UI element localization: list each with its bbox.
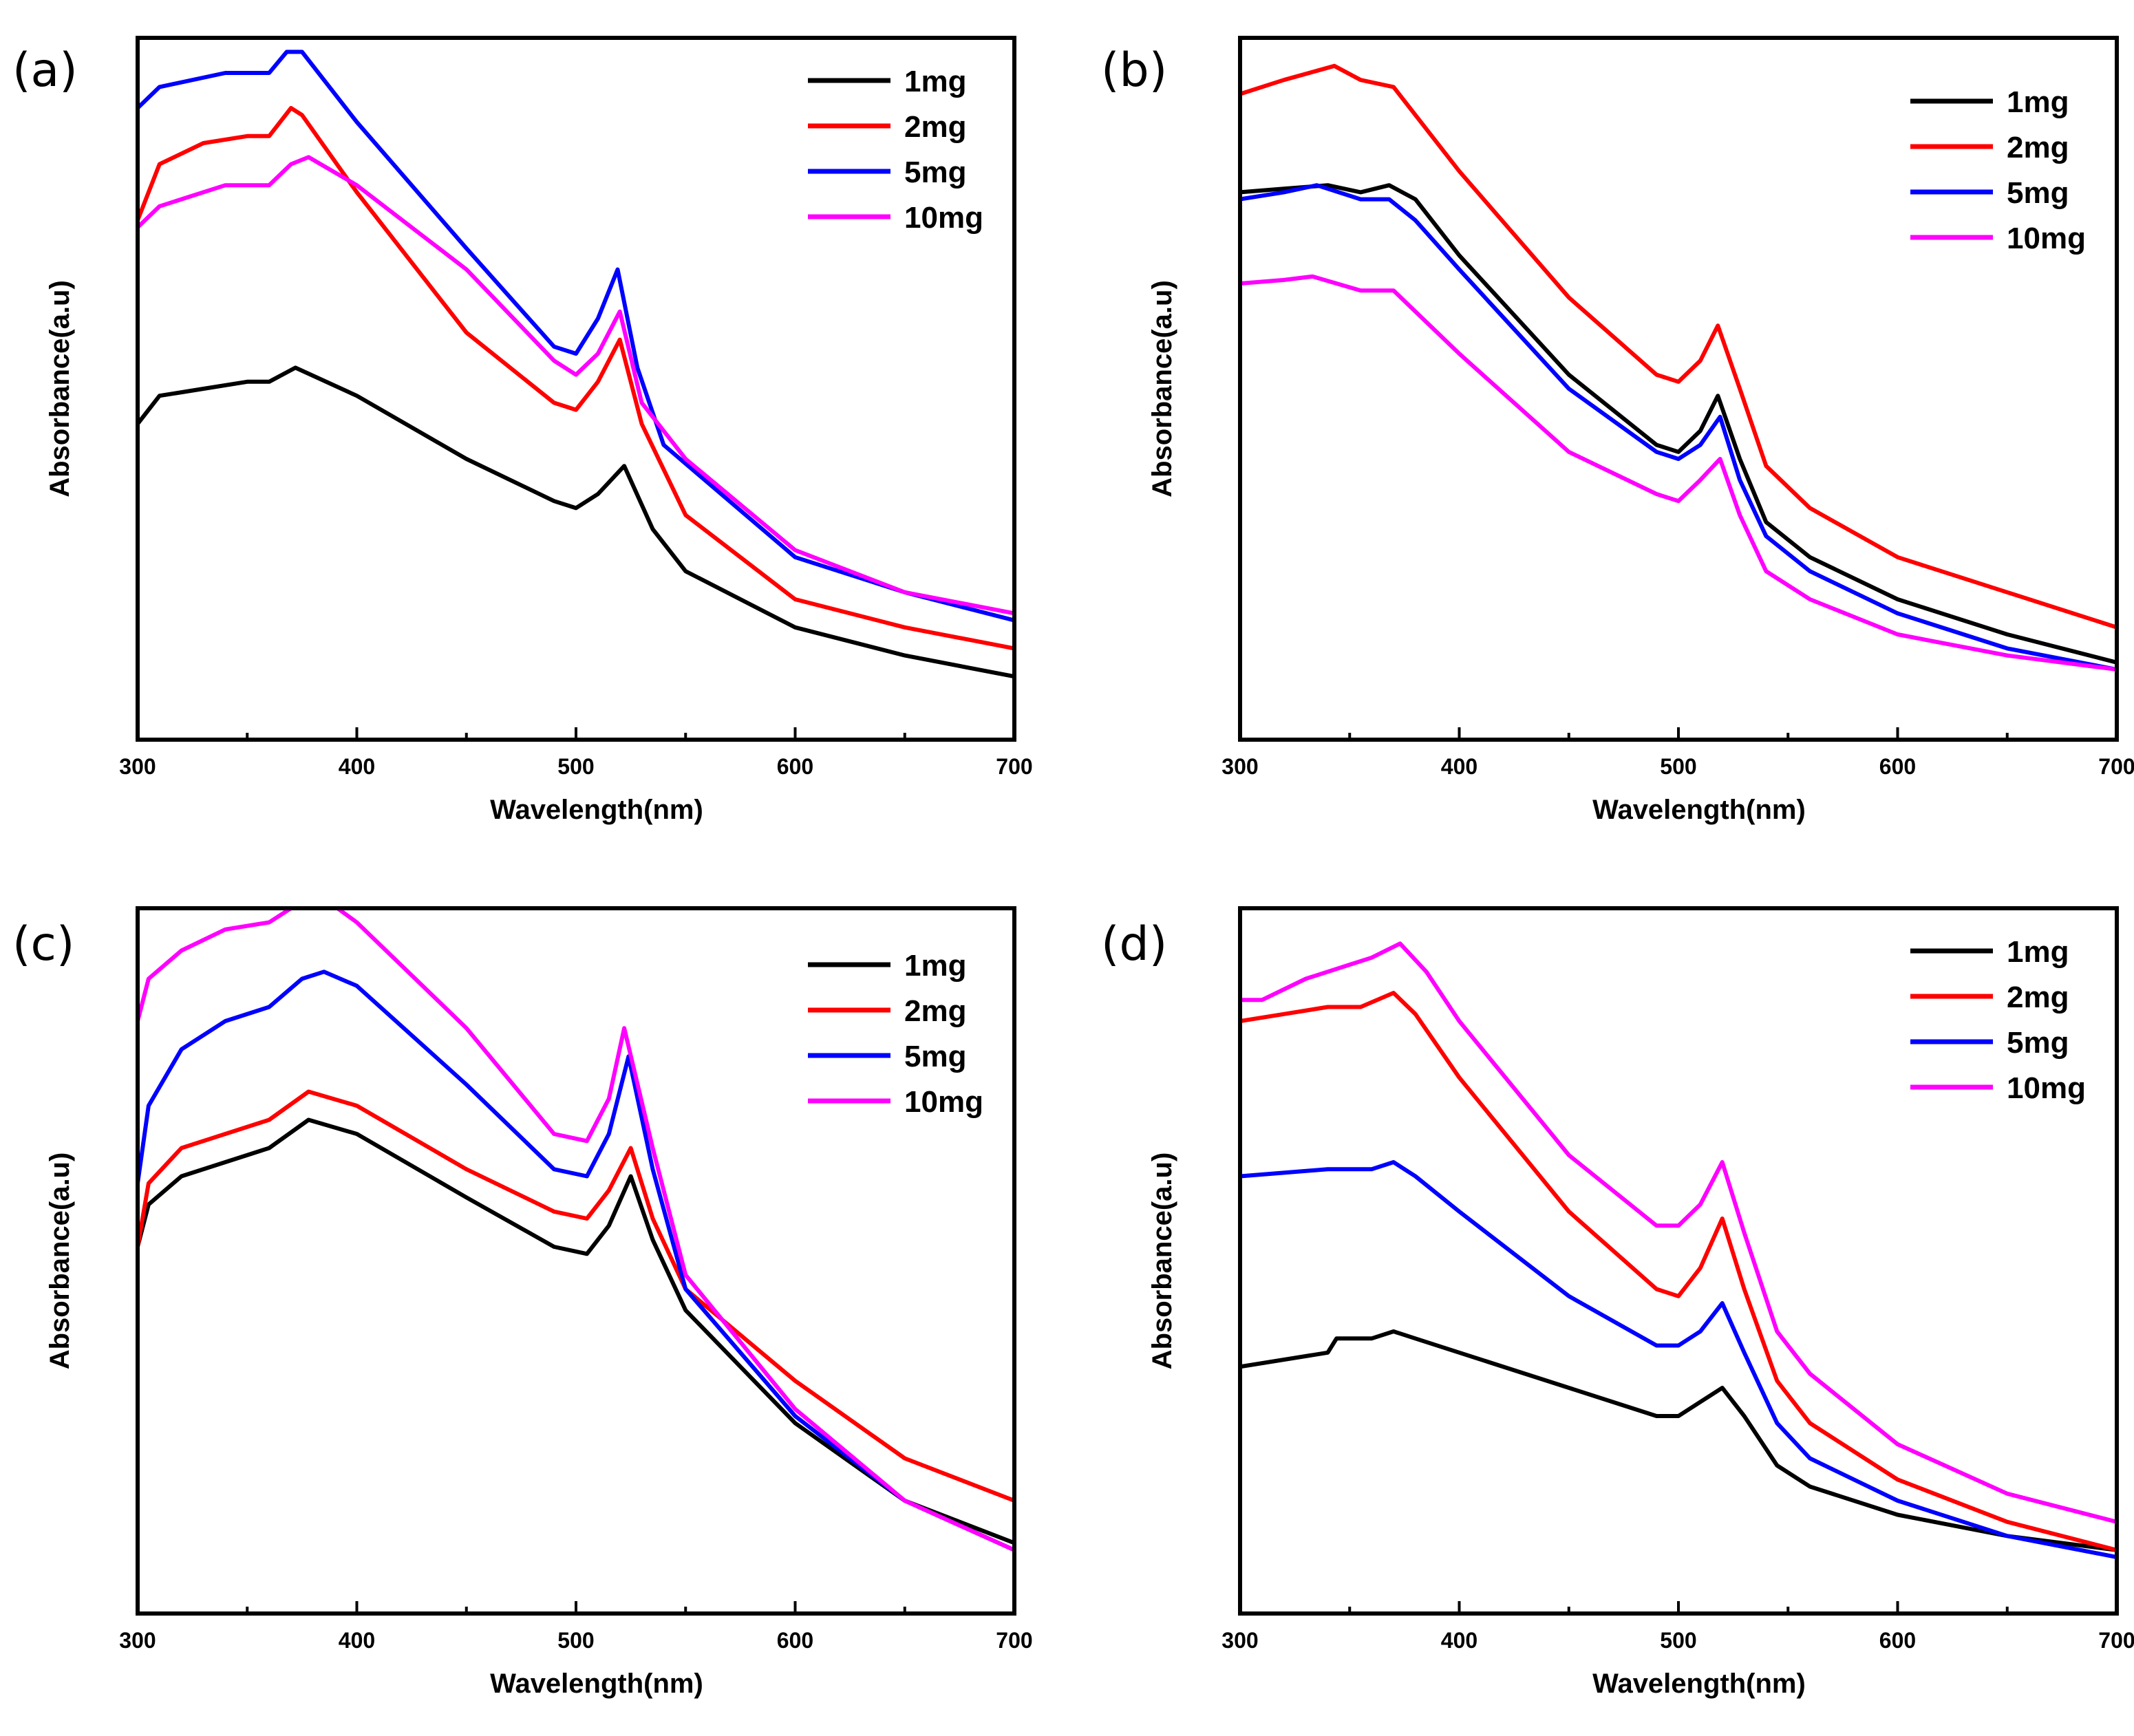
x-axis-label: Wavelength(nm) xyxy=(1592,795,1806,825)
y-axis-label: Absorbance(a.u) xyxy=(1147,1153,1177,1370)
legend-label: 10mg xyxy=(904,1085,983,1119)
series-line-1mg xyxy=(138,365,1014,679)
y-axis-label: Absorbance(a.u) xyxy=(1147,280,1177,497)
legend-label: 1mg xyxy=(904,65,966,98)
plot-frame xyxy=(1238,36,2119,742)
series-line-2mg xyxy=(138,1089,1014,1503)
x-tick-label: 300 xyxy=(119,754,156,779)
x-tick-label: 500 xyxy=(557,754,594,779)
series-line-5mg xyxy=(138,969,1014,1552)
x-axis-label: Wavelength(nm) xyxy=(1592,1669,1806,1699)
legend-label: 5mg xyxy=(2007,176,2069,210)
x-tick-label: 500 xyxy=(557,1628,594,1653)
x-tick-label: 300 xyxy=(119,1628,156,1653)
x-tick-label: 400 xyxy=(1441,1628,1477,1653)
series-line-10mg xyxy=(1240,274,2117,672)
x-axis-label: Wavelength(nm) xyxy=(490,795,703,825)
x-tick-label: 700 xyxy=(2098,1628,2134,1653)
series-line-10mg xyxy=(138,908,1014,1552)
series-line-1mg xyxy=(138,1117,1014,1545)
series-line-10mg xyxy=(138,155,1014,616)
plot-frame xyxy=(1238,906,2119,1616)
y-axis-label: Absorbance(a.u) xyxy=(45,280,75,497)
x-tick-label: 600 xyxy=(777,754,813,779)
series-line-2mg xyxy=(138,106,1014,651)
legend-label: 10mg xyxy=(904,201,983,235)
x-tick-label: 500 xyxy=(1660,1628,1696,1653)
panel-label: (a) xyxy=(12,43,78,98)
legend-label: 1mg xyxy=(2007,85,2069,119)
legend-label: 2mg xyxy=(2007,980,2069,1014)
chart-panel-1: (a) 300 400 500 600 700 Wavelength(nm) Absorban… xyxy=(12,36,1033,825)
legend-label: 5mg xyxy=(904,156,966,189)
chart-panel-3: (c) 300 400 500 600 700 Wavelength(nm) Absorban… xyxy=(12,906,1033,1699)
legend-label: 1mg xyxy=(2007,935,2069,969)
series-line-2mg xyxy=(1240,991,2117,1552)
legend-label: 10mg xyxy=(2007,1071,2086,1105)
x-tick-label: 400 xyxy=(339,754,375,779)
legend-label: 2mg xyxy=(904,110,966,144)
x-tick-label: 700 xyxy=(2098,754,2134,779)
x-tick-label: 400 xyxy=(339,1628,375,1653)
legend: 1mg 2mg 5mg 10mg xyxy=(808,65,983,235)
chart-panel-4: (d) 300 400 500 600 700 Wavelength(nm) Absorban… xyxy=(1101,906,2134,1699)
x-tick-label: 500 xyxy=(1660,754,1696,779)
chart-panel-2: (b) 300 400 500 600 700 Wavelength(nm) Absorban… xyxy=(1101,36,2134,825)
x-tick-label: 600 xyxy=(1879,754,1916,779)
x-axis-label: Wavelength(nm) xyxy=(490,1669,703,1699)
series-line-1mg xyxy=(1240,183,2117,665)
y-axis-label: Absorbance(a.u) xyxy=(45,1153,75,1370)
series-line-5mg xyxy=(1240,1160,2117,1559)
plot-frame xyxy=(136,906,1016,1616)
series-line-5mg xyxy=(1240,183,2117,672)
panel-label: (d) xyxy=(1101,917,1167,972)
series-line-1mg xyxy=(1240,1329,2117,1552)
x-tick-label: 300 xyxy=(1221,754,1258,779)
legend-label: 2mg xyxy=(904,994,966,1028)
panel-label: (b) xyxy=(1101,43,1167,98)
legend-label: 5mg xyxy=(2007,1026,2069,1060)
x-tick-label: 300 xyxy=(1221,1628,1258,1653)
legend: 1mg 2mg 5mg 10mg xyxy=(1910,85,2086,255)
legend: 1mg 2mg 5mg 10mg xyxy=(808,949,983,1119)
x-tick-label: 400 xyxy=(1441,754,1477,779)
legend-label: 1mg xyxy=(904,949,966,983)
legend-label: 5mg xyxy=(904,1040,966,1073)
x-tick-label: 700 xyxy=(996,1628,1032,1653)
x-tick-label: 600 xyxy=(777,1628,813,1653)
legend: 1mg 2mg 5mg 10mg xyxy=(1910,935,2086,1105)
series-line-10mg xyxy=(1240,941,2117,1524)
plot-frame xyxy=(136,36,1016,742)
series-line-5mg xyxy=(138,50,1014,623)
legend-label: 2mg xyxy=(2007,131,2069,164)
panel-label: (c) xyxy=(12,917,74,972)
x-tick-label: 600 xyxy=(1879,1628,1916,1653)
legend-label: 10mg xyxy=(2007,222,2086,255)
series-line-2mg xyxy=(1240,63,2117,630)
x-tick-label: 700 xyxy=(996,754,1032,779)
